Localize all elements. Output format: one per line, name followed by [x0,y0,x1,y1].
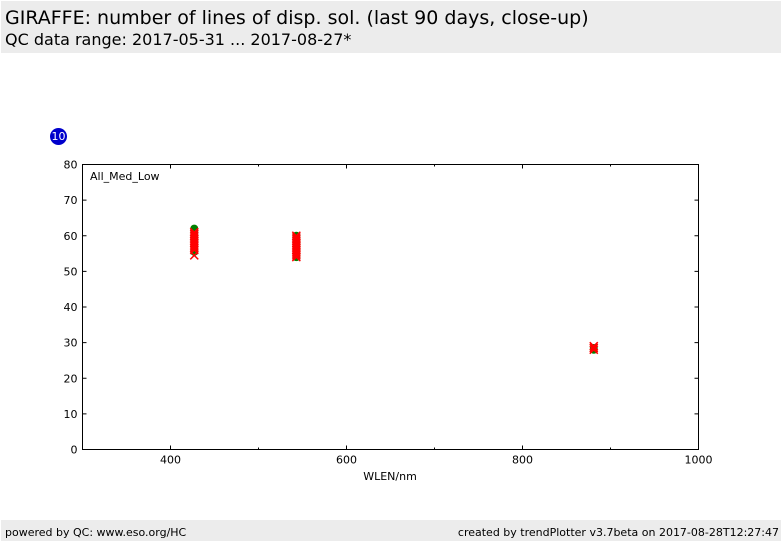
x-tick-label: 800 [512,454,533,467]
y-tick-label: 20 [64,372,78,385]
data-point-x [291,249,301,259]
data-point-x [291,252,301,262]
data-point-x [589,345,599,355]
x-tick-label: 400 [160,454,181,467]
panel-label: All_Med_Low [90,170,160,183]
header-bar: GIRAFFE: number of lines of disp. sol. (… [1,1,781,53]
footer-bar: powered by QC: www.eso.org/HC created by… [1,520,781,541]
x-tick-label: 1000 [685,454,713,467]
data-point-x [189,250,199,260]
data-point-x [189,243,199,253]
data-point-x [589,341,599,351]
footer-timestamp: created by trendPlotter v3.7beta on 2017… [457,526,779,539]
data-point-x [291,250,301,260]
y-tick-label: 30 [64,337,78,350]
data-range-subtitle: QC data range: 2017-05-31 ... 2017-08-27… [5,30,352,49]
x-tick-label: 600 [336,454,357,467]
y-tick-label: 70 [64,194,78,207]
data-point-x [589,343,599,353]
axes: 0 10 20 30 40 50 60 70 80 400 600 800 1000 [64,159,713,467]
y-tick-label: 10 [64,408,78,421]
status-badge: 10 [50,128,67,145]
footer-credit: powered by QC: www.eso.org/HC [5,526,187,539]
x-axis-label: WLEN/nm [363,470,417,483]
y-tick-label: 60 [64,230,78,243]
data-point-x [189,241,199,251]
y-tick-label: 0 [71,444,78,457]
y-tick-label: 80 [64,159,78,172]
data-points [189,224,599,355]
scatter-chart: 0 10 20 30 40 50 60 70 80 400 600 800 1000 All_Med_L… [64,159,713,484]
y-tick-label: 50 [64,265,78,278]
page-title: GIRAFFE: number of lines of disp. sol. (… [5,7,589,29]
y-tick-label: 40 [64,301,78,314]
plot-area [82,164,699,450]
